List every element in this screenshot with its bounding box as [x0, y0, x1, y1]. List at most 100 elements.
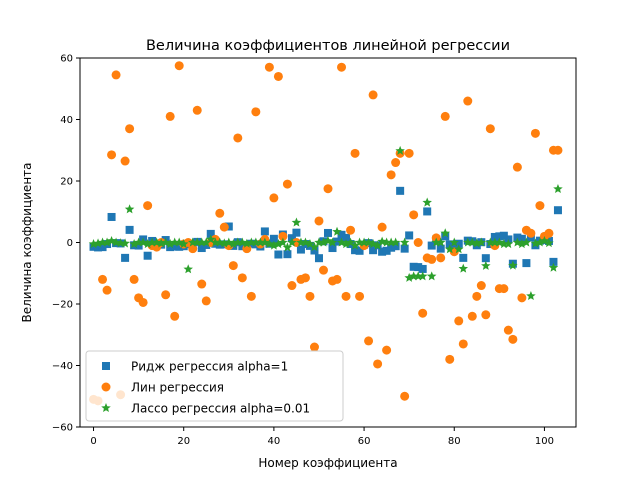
linreg-point	[535, 201, 545, 211]
lasso-point	[156, 238, 166, 248]
linreg-point	[237, 273, 247, 283]
lasso-point	[530, 238, 541, 248]
ridge-point	[391, 242, 400, 251]
ridge-point	[238, 242, 247, 251]
ridge-point	[495, 232, 504, 241]
lasso-point	[336, 237, 347, 247]
lasso-point	[499, 239, 509, 249]
ridge-point	[296, 245, 305, 254]
ridge-point	[427, 241, 436, 250]
lasso-point	[431, 237, 441, 247]
lasso-point	[169, 237, 180, 247]
ridge-point	[324, 228, 332, 237]
linreg-point	[476, 281, 486, 291]
lasso-point	[395, 145, 405, 155]
lasso-point	[444, 244, 455, 254]
linreg-point	[233, 133, 243, 143]
x-tick-label: 0	[90, 436, 96, 447]
lasso-point	[224, 237, 234, 247]
linreg-point	[111, 70, 121, 80]
linreg-point	[264, 62, 274, 72]
lasso-point	[120, 238, 130, 248]
linreg-point	[436, 253, 446, 263]
lasso-point	[526, 291, 536, 301]
lasso-point	[345, 237, 356, 247]
ridge-point	[333, 237, 342, 246]
linreg-point	[170, 311, 180, 321]
lasso-point	[147, 237, 157, 247]
ridge-point	[197, 244, 206, 253]
lasso-point	[282, 242, 293, 252]
ridge-point	[351, 246, 360, 255]
x-axis-title: Номер коэффициента	[258, 456, 397, 470]
linreg-point	[530, 128, 540, 138]
ridge-point	[166, 243, 175, 252]
data-marks	[88, 61, 563, 406]
linreg-point	[337, 62, 347, 72]
linreg-point	[386, 170, 396, 180]
lasso-point	[305, 239, 315, 249]
lasso-point	[129, 239, 139, 249]
legend-label: Лин регрессия	[131, 381, 224, 395]
ridge-point	[310, 246, 319, 255]
ridge-point	[98, 243, 107, 252]
ridge-point	[459, 253, 468, 262]
lasso-point	[300, 237, 311, 247]
ridge-point	[89, 242, 98, 251]
linreg-point	[463, 96, 473, 106]
linreg-point	[445, 354, 455, 364]
legend-entry: Ридж регрессия alpha=1	[102, 360, 288, 374]
ridge-point	[423, 207, 432, 216]
lasso-point	[237, 237, 248, 247]
ridge-point	[549, 257, 558, 266]
lasso-point	[440, 228, 450, 238]
ridge-point	[400, 244, 409, 253]
lasso-point	[359, 237, 369, 247]
ridge-point	[125, 225, 134, 234]
legend-marker	[101, 382, 111, 392]
linreg-point	[472, 291, 482, 301]
ridge-point	[202, 240, 211, 249]
lasso-point	[517, 239, 527, 249]
ridge-point	[396, 186, 405, 195]
ridge-point	[170, 242, 179, 251]
lasso-point	[314, 237, 324, 247]
linreg-point	[251, 107, 261, 117]
linreg-point	[508, 334, 518, 344]
ridge-point	[121, 253, 130, 262]
legend-box	[85, 350, 344, 422]
lasso-point	[251, 237, 261, 247]
linreg-point	[341, 291, 351, 301]
ridge-point	[328, 244, 337, 253]
ridge-point	[292, 228, 301, 237]
linreg-point	[215, 208, 225, 218]
ridge-point	[454, 239, 463, 248]
chart-title: Величина коэффициентов линейной регресси…	[146, 38, 510, 54]
lasso-point	[287, 237, 297, 247]
linreg-point	[197, 279, 207, 289]
lasso-point	[372, 240, 383, 250]
y-tick-label: 60	[60, 54, 73, 65]
ridge-point	[409, 262, 418, 271]
lasso-point	[246, 237, 257, 247]
linreg-point	[300, 273, 310, 283]
lasso-point	[88, 239, 99, 249]
linreg-point	[120, 156, 130, 166]
linreg-point	[499, 284, 509, 294]
lasso-point	[327, 237, 338, 247]
lasso-point	[426, 271, 437, 281]
linreg-point	[102, 285, 112, 295]
y-tick-label: 20	[60, 177, 73, 188]
linreg-point	[125, 124, 135, 134]
lasso-point	[165, 239, 175, 249]
ridge-point	[490, 232, 499, 241]
lasso-point	[363, 237, 374, 247]
lasso-point	[413, 271, 423, 281]
lasso-point	[548, 262, 559, 272]
lasso-point	[296, 237, 306, 247]
linreg-point	[440, 111, 450, 121]
lasso-point	[142, 239, 153, 249]
linreg-point	[490, 241, 500, 251]
lasso-point	[196, 237, 207, 247]
linreg-point	[364, 336, 374, 346]
